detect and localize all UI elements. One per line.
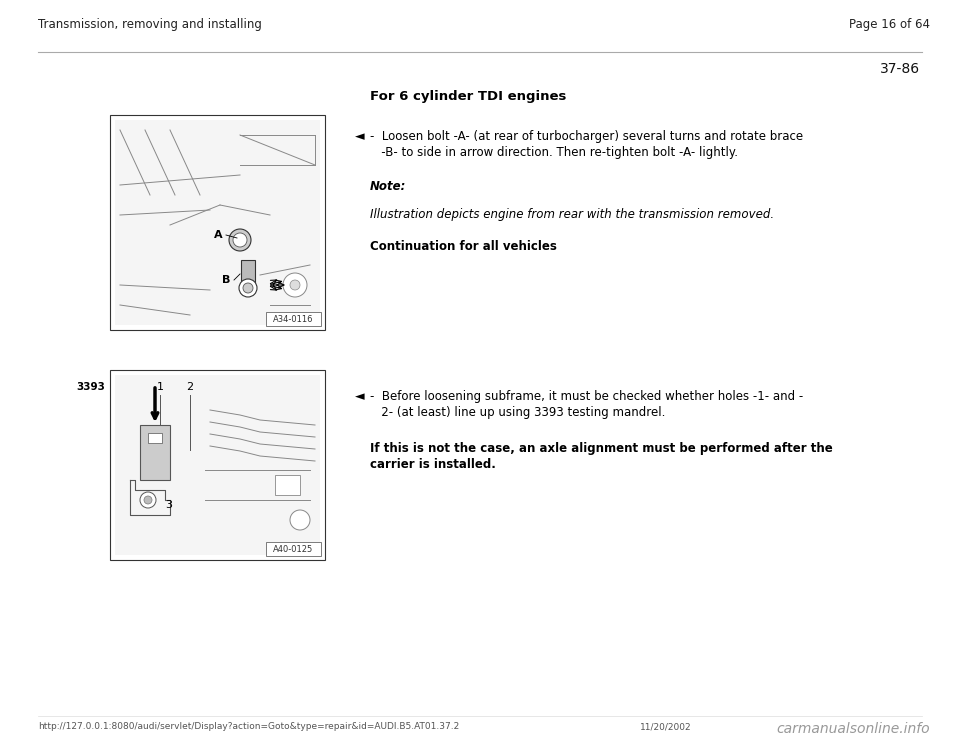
- Text: For 6 cylinder TDI engines: For 6 cylinder TDI engines: [370, 90, 566, 103]
- Bar: [110, 370, 325, 560]
- Circle shape: [243, 283, 253, 293]
- Text: 11/20/2002: 11/20/2002: [640, 722, 691, 731]
- Text: A40-0125: A40-0125: [274, 545, 314, 554]
- Text: -  Loosen bolt -A- (at rear of turbocharger) several turns and rotate brace: - Loosen bolt -A- (at rear of turbocharg…: [370, 130, 804, 143]
- Bar: [266, 312, 321, 326]
- Circle shape: [140, 492, 156, 508]
- Text: 3: 3: [165, 500, 172, 510]
- Text: If this is not the case, an axle alignment must be performed after the: If this is not the case, an axle alignme…: [370, 442, 832, 455]
- Bar: [275, 475, 300, 495]
- Bar: [241, 260, 255, 288]
- Text: A34-0116: A34-0116: [274, 315, 314, 324]
- Text: Page 16 of 64: Page 16 of 64: [849, 18, 930, 31]
- Text: Continuation for all vehicles: Continuation for all vehicles: [370, 240, 557, 253]
- Text: 3393: 3393: [76, 382, 105, 392]
- Circle shape: [229, 229, 251, 251]
- Bar: [115, 375, 320, 555]
- Text: Transmission, removing and installing: Transmission, removing and installing: [38, 18, 262, 31]
- Text: -  Before loosening subframe, it must be checked whether holes -1- and -: - Before loosening subframe, it must be …: [370, 390, 804, 403]
- Text: carmanualsonline.info: carmanualsonline.info: [777, 722, 930, 736]
- Text: 2- (at least) line up using 3393 testing mandrel.: 2- (at least) line up using 3393 testing…: [370, 406, 665, 419]
- Circle shape: [290, 280, 300, 290]
- Text: ◄: ◄: [355, 390, 365, 403]
- Text: -B- to side in arrow direction. Then re-tighten bolt -A- lightly.: -B- to side in arrow direction. Then re-…: [370, 146, 738, 159]
- Circle shape: [283, 273, 307, 297]
- Text: Illustration depicts engine from rear with the transmission removed.: Illustration depicts engine from rear wi…: [370, 208, 774, 221]
- Text: B: B: [222, 275, 230, 285]
- Bar: [148, 433, 162, 443]
- Text: http://127.0.0.1:8080/audi/servlet/Display?action=Goto&type=repair&id=AUDI.B5.AT: http://127.0.0.1:8080/audi/servlet/Displ…: [38, 722, 459, 731]
- Bar: [115, 120, 320, 325]
- Circle shape: [233, 233, 247, 247]
- Text: 37-86: 37-86: [880, 62, 920, 76]
- Text: ◄: ◄: [355, 130, 365, 143]
- Text: 2: 2: [186, 382, 194, 392]
- Text: carrier is installed.: carrier is installed.: [370, 458, 496, 471]
- Text: A: A: [214, 230, 223, 240]
- Text: Note:: Note:: [370, 180, 406, 193]
- Circle shape: [290, 510, 310, 530]
- Bar: [266, 542, 321, 556]
- Circle shape: [239, 279, 257, 297]
- Bar: [110, 115, 325, 330]
- Text: 1: 1: [156, 382, 163, 392]
- Circle shape: [144, 496, 152, 504]
- Bar: [140, 425, 170, 480]
